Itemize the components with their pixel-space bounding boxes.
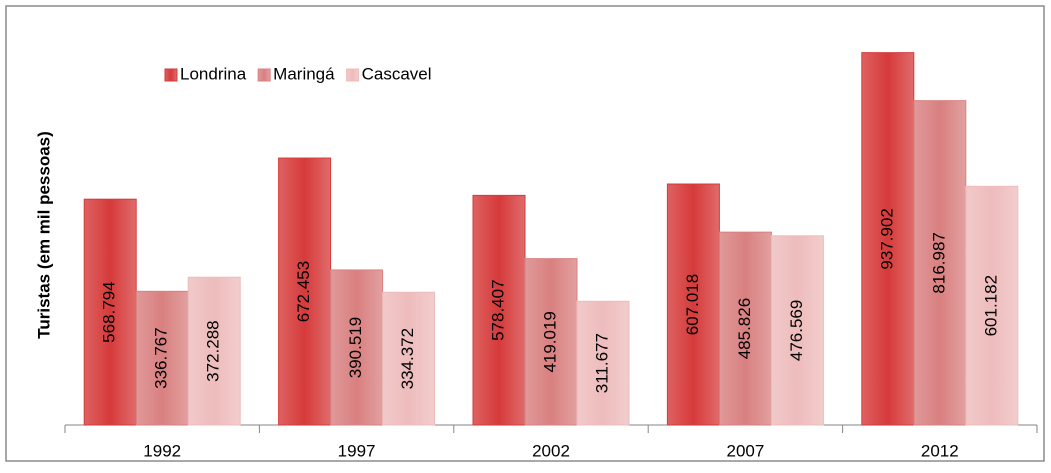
data-label: 601.182	[981, 275, 1000, 336]
data-label: 816.987	[929, 232, 948, 293]
bar	[135, 290, 189, 426]
data-label: 568.794	[100, 281, 119, 342]
data-label: 372.288	[204, 320, 223, 381]
legend-label: Londrina	[180, 64, 247, 83]
bar	[861, 52, 915, 426]
y-axis-label: Turistas (em mil pessoas)	[34, 131, 53, 339]
x-tick-label: 2007	[726, 441, 764, 460]
data-label: 311.677	[592, 333, 611, 393]
bar	[278, 157, 332, 426]
bar	[965, 185, 1019, 426]
data-label: 334.372	[398, 328, 417, 389]
bar	[330, 269, 384, 426]
data-label: 390.519	[346, 317, 365, 378]
x-tick-label: 2002	[532, 441, 570, 460]
bar	[187, 276, 241, 426]
data-label: 672.453	[294, 261, 313, 322]
legend-swatch	[346, 68, 360, 82]
bar	[913, 100, 967, 426]
legend-label: Maringá	[273, 64, 335, 83]
bar	[83, 198, 137, 426]
data-label: 419.019	[540, 311, 559, 372]
bar	[524, 258, 578, 426]
x-tick-label: 2012	[921, 441, 959, 460]
data-label: 476.569	[787, 300, 806, 361]
x-tick-label: 1992	[143, 441, 181, 460]
legend-swatch	[164, 68, 178, 82]
data-label: 336.767	[152, 327, 171, 388]
x-tick-label: 1997	[338, 441, 376, 460]
bar	[718, 231, 772, 426]
legend-swatch	[257, 68, 271, 82]
bar	[382, 291, 436, 426]
bar	[576, 300, 630, 426]
data-label: 607.018	[683, 274, 702, 335]
bar	[770, 235, 824, 426]
data-label: 578.407	[488, 279, 507, 340]
data-label: 485.826	[735, 298, 754, 359]
legend-label: Cascavel	[362, 64, 432, 83]
data-label: 937.902	[877, 208, 896, 269]
bar	[666, 183, 720, 426]
